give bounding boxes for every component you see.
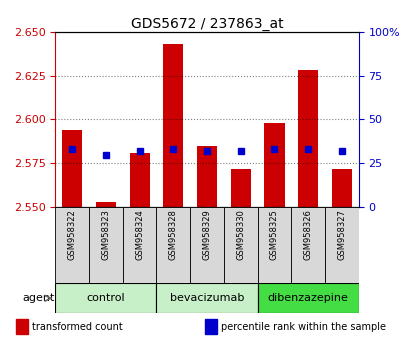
Bar (156, 283, 257, 313)
Text: dibenzazepine: dibenzazepine (267, 293, 348, 303)
Bar (297, 70, 317, 207)
Text: control: control (86, 293, 125, 303)
Bar (324, 207, 358, 283)
Bar (55, 207, 89, 283)
Text: GSM958322: GSM958322 (67, 209, 76, 260)
Bar (257, 283, 358, 313)
Bar (291, 207, 324, 283)
Text: GSM958327: GSM958327 (337, 209, 346, 260)
Bar (190, 207, 223, 283)
Text: GSM958325: GSM958325 (269, 209, 278, 260)
Text: bevacizumab: bevacizumab (169, 293, 244, 303)
Text: GSM958326: GSM958326 (303, 209, 312, 260)
Text: percentile rank within the sample: percentile rank within the sample (220, 322, 385, 332)
Bar (16, 319, 28, 334)
Text: GSM958329: GSM958329 (202, 209, 211, 260)
Bar (62, 130, 82, 207)
Title: GDS5672 / 237863_at: GDS5672 / 237863_at (130, 17, 283, 31)
Bar (55, 283, 156, 313)
Bar (264, 123, 284, 207)
Bar (156, 207, 190, 283)
Text: GSM958328: GSM958328 (169, 209, 178, 260)
Text: agent: agent (22, 293, 54, 303)
Text: transformed count: transformed count (32, 322, 123, 332)
Bar (89, 207, 122, 283)
Bar (204, 319, 216, 334)
Bar (331, 169, 351, 207)
Bar (223, 207, 257, 283)
Bar (122, 207, 156, 283)
Text: GSM958323: GSM958323 (101, 209, 110, 260)
Bar (196, 146, 217, 207)
Bar (163, 44, 183, 207)
Text: GSM958330: GSM958330 (236, 209, 245, 260)
Bar (257, 207, 291, 283)
Bar (230, 169, 250, 207)
Bar (96, 202, 116, 207)
Text: GSM958324: GSM958324 (135, 209, 144, 260)
Bar (129, 153, 149, 207)
